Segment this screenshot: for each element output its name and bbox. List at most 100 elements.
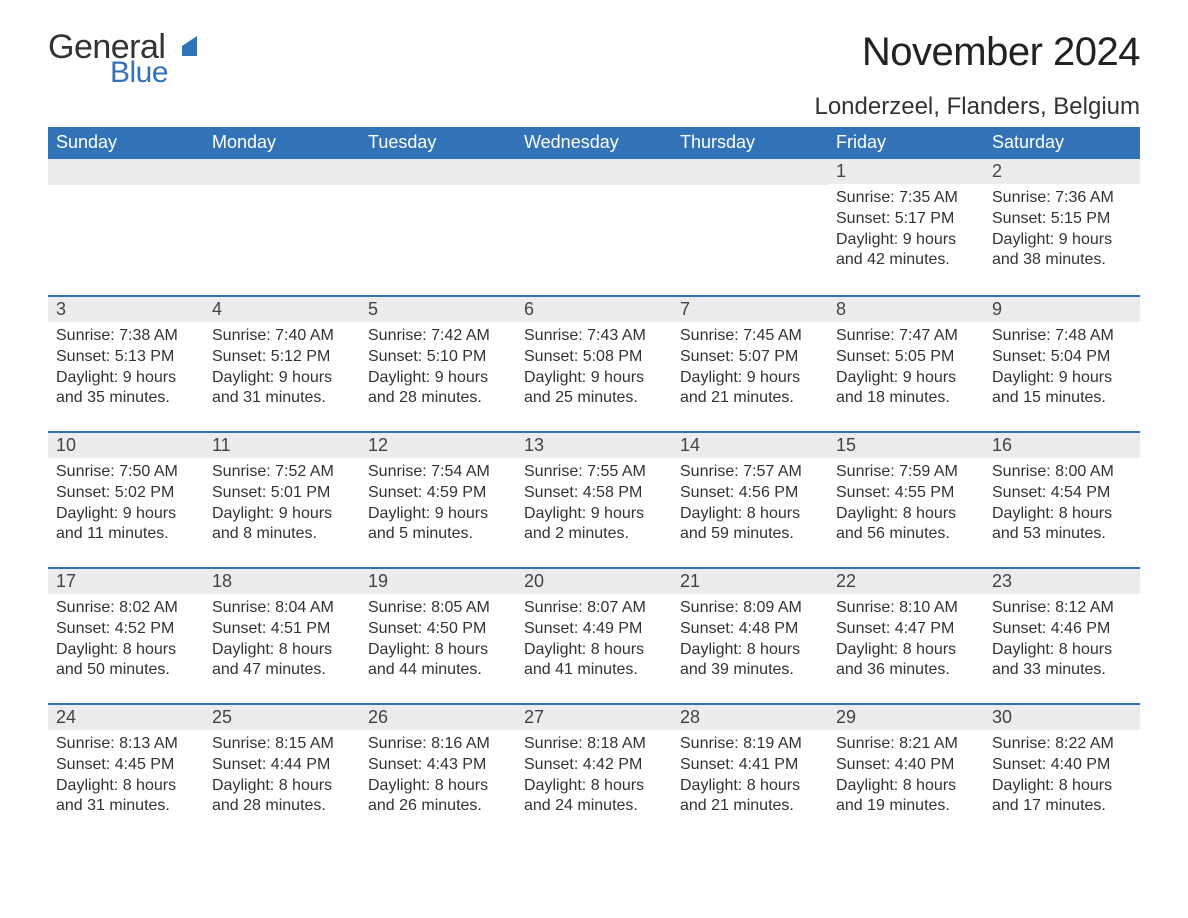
day-details: Sunrise: 7:54 AMSunset: 4:59 PMDaylight:… — [360, 458, 516, 553]
month-title: November 2024 — [814, 30, 1140, 75]
sunset-text: Sunset: 4:56 PM — [680, 483, 820, 504]
day-number: 20 — [516, 569, 672, 594]
sunrise-text: Sunrise: 7:45 AM — [680, 326, 820, 347]
day-number: 17 — [48, 569, 204, 594]
day-details: Sunrise: 7:57 AMSunset: 4:56 PMDaylight:… — [672, 458, 828, 553]
calendar-day: 11Sunrise: 7:52 AMSunset: 5:01 PMDayligh… — [204, 433, 360, 567]
day-number: 1 — [828, 159, 984, 184]
daylight-text: Daylight: 8 hours and 17 minutes. — [992, 776, 1132, 818]
weekday-header: Sunday — [48, 127, 204, 159]
day-number — [48, 159, 204, 185]
weekday-header: Thursday — [672, 127, 828, 159]
daylight-text: Daylight: 9 hours and 2 minutes. — [524, 504, 664, 546]
calendar-day: 24Sunrise: 8:13 AMSunset: 4:45 PMDayligh… — [48, 705, 204, 839]
calendar-day — [516, 159, 672, 295]
day-details: Sunrise: 7:36 AMSunset: 5:15 PMDaylight:… — [984, 184, 1140, 279]
sunset-text: Sunset: 4:44 PM — [212, 755, 352, 776]
day-details: Sunrise: 7:59 AMSunset: 4:55 PMDaylight:… — [828, 458, 984, 553]
weekday-header: Tuesday — [360, 127, 516, 159]
day-details: Sunrise: 7:40 AMSunset: 5:12 PMDaylight:… — [204, 322, 360, 417]
daylight-text: Daylight: 8 hours and 59 minutes. — [680, 504, 820, 546]
sunrise-text: Sunrise: 7:43 AM — [524, 326, 664, 347]
day-details: Sunrise: 8:16 AMSunset: 4:43 PMDaylight:… — [360, 730, 516, 825]
day-details: Sunrise: 8:02 AMSunset: 4:52 PMDaylight:… — [48, 594, 204, 689]
sunset-text: Sunset: 4:50 PM — [368, 619, 508, 640]
sunset-text: Sunset: 5:07 PM — [680, 347, 820, 368]
day-number — [516, 159, 672, 185]
sunset-text: Sunset: 4:43 PM — [368, 755, 508, 776]
daylight-text: Daylight: 9 hours and 31 minutes. — [212, 368, 352, 410]
day-details: Sunrise: 8:13 AMSunset: 4:45 PMDaylight:… — [48, 730, 204, 825]
day-details: Sunrise: 7:43 AMSunset: 5:08 PMDaylight:… — [516, 322, 672, 417]
sunrise-text: Sunrise: 8:22 AM — [992, 734, 1132, 755]
sunset-text: Sunset: 5:01 PM — [212, 483, 352, 504]
day-details: Sunrise: 8:15 AMSunset: 4:44 PMDaylight:… — [204, 730, 360, 825]
calendar-day: 3Sunrise: 7:38 AMSunset: 5:13 PMDaylight… — [48, 297, 204, 431]
day-number: 21 — [672, 569, 828, 594]
daylight-text: Daylight: 8 hours and 19 minutes. — [836, 776, 976, 818]
day-details: Sunrise: 8:12 AMSunset: 4:46 PMDaylight:… — [984, 594, 1140, 689]
day-number — [360, 159, 516, 185]
calendar-day: 21Sunrise: 8:09 AMSunset: 4:48 PMDayligh… — [672, 569, 828, 703]
day-details: Sunrise: 8:22 AMSunset: 4:40 PMDaylight:… — [984, 730, 1140, 825]
daylight-text: Daylight: 9 hours and 35 minutes. — [56, 368, 196, 410]
day-number: 7 — [672, 297, 828, 322]
daylight-text: Daylight: 8 hours and 47 minutes. — [212, 640, 352, 682]
calendar-day: 13Sunrise: 7:55 AMSunset: 4:58 PMDayligh… — [516, 433, 672, 567]
sunrise-text: Sunrise: 7:50 AM — [56, 462, 196, 483]
daylight-text: Daylight: 9 hours and 21 minutes. — [680, 368, 820, 410]
calendar-day: 17Sunrise: 8:02 AMSunset: 4:52 PMDayligh… — [48, 569, 204, 703]
sunset-text: Sunset: 5:05 PM — [836, 347, 976, 368]
sunset-text: Sunset: 4:47 PM — [836, 619, 976, 640]
daylight-text: Daylight: 9 hours and 11 minutes. — [56, 504, 196, 546]
sunset-text: Sunset: 4:51 PM — [212, 619, 352, 640]
sunrise-text: Sunrise: 8:02 AM — [56, 598, 196, 619]
daylight-text: Daylight: 8 hours and 53 minutes. — [992, 504, 1132, 546]
day-details: Sunrise: 7:47 AMSunset: 5:05 PMDaylight:… — [828, 322, 984, 417]
calendar-day: 8Sunrise: 7:47 AMSunset: 5:05 PMDaylight… — [828, 297, 984, 431]
calendar-day: 2Sunrise: 7:36 AMSunset: 5:15 PMDaylight… — [984, 159, 1140, 295]
logo-text-blue: Blue — [110, 58, 197, 88]
day-details: Sunrise: 7:45 AMSunset: 5:07 PMDaylight:… — [672, 322, 828, 417]
calendar-week: 1Sunrise: 7:35 AMSunset: 5:17 PMDaylight… — [48, 159, 1140, 295]
daylight-text: Daylight: 8 hours and 21 minutes. — [680, 776, 820, 818]
weekday-header: Monday — [204, 127, 360, 159]
daylight-text: Daylight: 9 hours and 28 minutes. — [368, 368, 508, 410]
weekday-header: Saturday — [984, 127, 1140, 159]
day-number: 14 — [672, 433, 828, 458]
sunset-text: Sunset: 4:52 PM — [56, 619, 196, 640]
day-number: 4 — [204, 297, 360, 322]
day-number: 15 — [828, 433, 984, 458]
daylight-text: Daylight: 9 hours and 38 minutes. — [992, 230, 1132, 272]
calendar-day: 18Sunrise: 8:04 AMSunset: 4:51 PMDayligh… — [204, 569, 360, 703]
daylight-text: Daylight: 8 hours and 33 minutes. — [992, 640, 1132, 682]
daylight-text: Daylight: 8 hours and 41 minutes. — [524, 640, 664, 682]
daylight-text: Daylight: 8 hours and 44 minutes. — [368, 640, 508, 682]
day-details: Sunrise: 7:35 AMSunset: 5:17 PMDaylight:… — [828, 184, 984, 279]
daylight-text: Daylight: 8 hours and 28 minutes. — [212, 776, 352, 818]
sunrise-text: Sunrise: 7:42 AM — [368, 326, 508, 347]
daylight-text: Daylight: 9 hours and 8 minutes. — [212, 504, 352, 546]
calendar-week: 24Sunrise: 8:13 AMSunset: 4:45 PMDayligh… — [48, 703, 1140, 839]
sunset-text: Sunset: 5:10 PM — [368, 347, 508, 368]
sunrise-text: Sunrise: 7:54 AM — [368, 462, 508, 483]
daylight-text: Daylight: 8 hours and 31 minutes. — [56, 776, 196, 818]
sunrise-text: Sunrise: 8:18 AM — [524, 734, 664, 755]
sunset-text: Sunset: 4:54 PM — [992, 483, 1132, 504]
daylight-text: Daylight: 8 hours and 24 minutes. — [524, 776, 664, 818]
day-details: Sunrise: 8:10 AMSunset: 4:47 PMDaylight:… — [828, 594, 984, 689]
calendar-day: 6Sunrise: 7:43 AMSunset: 5:08 PMDaylight… — [516, 297, 672, 431]
sunrise-text: Sunrise: 8:10 AM — [836, 598, 976, 619]
day-number: 3 — [48, 297, 204, 322]
day-number: 23 — [984, 569, 1140, 594]
sunset-text: Sunset: 5:15 PM — [992, 209, 1132, 230]
day-number: 6 — [516, 297, 672, 322]
calendar-day: 29Sunrise: 8:21 AMSunset: 4:40 PMDayligh… — [828, 705, 984, 839]
sunset-text: Sunset: 5:02 PM — [56, 483, 196, 504]
daylight-text: Daylight: 9 hours and 42 minutes. — [836, 230, 976, 272]
daylight-text: Daylight: 9 hours and 18 minutes. — [836, 368, 976, 410]
sunset-text: Sunset: 4:41 PM — [680, 755, 820, 776]
day-number: 30 — [984, 705, 1140, 730]
sunset-text: Sunset: 4:58 PM — [524, 483, 664, 504]
sunset-text: Sunset: 5:04 PM — [992, 347, 1132, 368]
